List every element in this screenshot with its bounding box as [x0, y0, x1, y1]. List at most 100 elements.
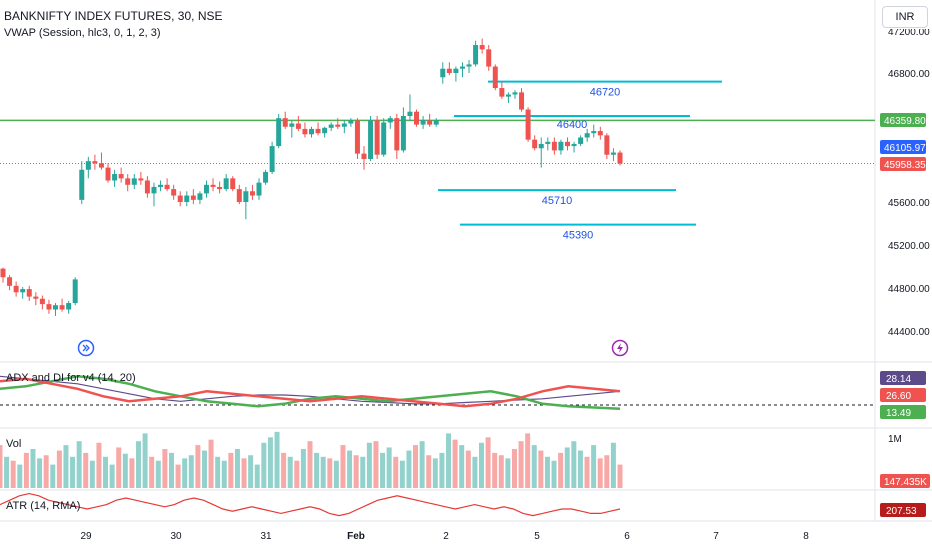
candle-body [282, 118, 288, 127]
volume-bar [89, 460, 95, 488]
atr-line [0, 492, 621, 517]
atr-value-badge: 207.53 [880, 503, 926, 517]
di-minus-series [0, 375, 621, 411]
time-tick: 31 [260, 531, 272, 542]
candle-body [571, 143, 577, 147]
time-tick: 7 [713, 531, 719, 542]
candle-body [604, 135, 610, 155]
volume-bar [366, 442, 372, 488]
volume-bar [241, 458, 247, 488]
atr-indicator-label[interactable]: ATR (14, RMA) [6, 500, 81, 512]
candle-body [7, 277, 13, 286]
volume-bar [70, 456, 76, 488]
di-plus-series [0, 377, 621, 408]
price-tick: 44800.00 [888, 284, 930, 295]
adx-indicator-label[interactable]: ADX and DI for v4 (14, 20) [6, 372, 136, 384]
price-tick: 45200.00 [888, 241, 930, 252]
support-resistance-levels[interactable]: 46720 46400 45710 45390 [438, 80, 722, 242]
candle-body [617, 152, 623, 164]
volume-bar [320, 456, 326, 488]
volume-bar [30, 449, 36, 488]
volume-bar [4, 456, 10, 488]
volume-bars [0, 431, 623, 488]
di-plus-value-badge: 26.60 [880, 388, 926, 402]
candle-body [236, 189, 242, 202]
volume-bar [122, 453, 128, 488]
volume-bar [162, 449, 168, 488]
candle-body [492, 66, 498, 89]
candle-body [309, 128, 314, 135]
candle-body [532, 139, 538, 149]
candle-body [0, 268, 6, 278]
symbol-title[interactable]: BANKNIFTY INDEX FUTURES, 30, NSE [4, 9, 223, 23]
vwap-indicator-label[interactable]: VWAP (Session, hlc3, 0, 1, 2, 3) [4, 27, 161, 39]
volume-bar [215, 456, 221, 488]
candle-body [66, 303, 72, 310]
volume-bar [109, 464, 115, 488]
time-tick: 6 [624, 531, 630, 542]
svg-text:207.53: 207.53 [886, 506, 917, 517]
candle-body [105, 167, 111, 181]
volume-bar [406, 450, 412, 488]
volume-bar [498, 455, 504, 488]
volume-bar [175, 464, 181, 488]
volume-bar [254, 464, 260, 488]
volume-bar [571, 441, 577, 488]
volume-indicator-label[interactable]: Vol [6, 438, 22, 450]
candle-body [203, 184, 209, 194]
dividend-event-icon[interactable] [77, 339, 95, 357]
earnings-event-icon[interactable] [611, 339, 629, 357]
candle-body [597, 131, 603, 136]
candle-body [387, 118, 393, 123]
volume-bar [472, 456, 478, 488]
volume-bar [261, 442, 267, 488]
candle-body [98, 163, 104, 168]
candle-body [525, 109, 531, 140]
currency-button[interactable]: INR [882, 6, 928, 28]
volume-bar [564, 447, 570, 488]
price-tick: 46800.00 [888, 69, 930, 80]
volume-bar [274, 431, 280, 488]
candle-body [335, 124, 341, 127]
candle-body [505, 94, 511, 97]
volume-bar [413, 445, 419, 488]
volume-bar [267, 437, 273, 488]
volume-bar [478, 442, 484, 488]
volume-bar [17, 464, 23, 488]
candle-body [466, 64, 472, 67]
candle-body [374, 120, 380, 155]
candle-body [407, 111, 413, 116]
volume-bar [399, 460, 405, 488]
candle-body [164, 184, 170, 190]
volume-bar [155, 460, 161, 488]
candle-body [59, 305, 65, 310]
volume-bar [221, 460, 227, 488]
candle-body [361, 153, 367, 159]
candle-body [210, 184, 216, 187]
candle-body [112, 174, 118, 181]
volume-bar [142, 433, 148, 488]
candle-body [433, 120, 439, 125]
price-tick: 45600.00 [888, 198, 930, 209]
volume-bar [380, 452, 386, 488]
candle-body [381, 122, 387, 155]
volume-bar [333, 460, 339, 488]
volume-bar [393, 456, 399, 488]
volume-bar [452, 439, 458, 488]
candle-body [263, 171, 269, 183]
candle-body [223, 178, 229, 190]
candle-body [354, 120, 360, 154]
candle-body [269, 146, 275, 172]
volume-bar [419, 441, 425, 488]
volume-bar [432, 458, 438, 488]
candle-body [302, 128, 308, 135]
candle-body [453, 68, 459, 73]
volume-bar [307, 441, 313, 488]
volume-bar [340, 445, 346, 488]
volume-bar [577, 450, 583, 488]
volume-bar [63, 445, 69, 488]
volume-bar [96, 442, 102, 488]
volume-bar [188, 455, 194, 488]
candle-body [249, 191, 255, 196]
